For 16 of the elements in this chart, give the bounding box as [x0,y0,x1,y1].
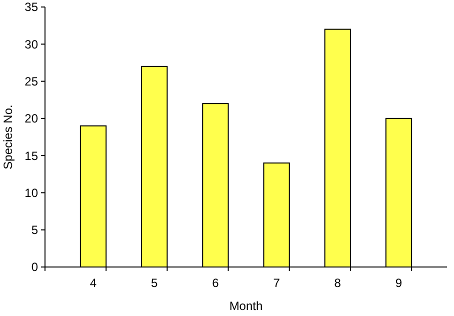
y-tick-label: 30 [24,37,38,52]
y-tick-label: 15 [24,148,38,163]
y-axis-title: Species No. [1,104,15,170]
x-tick-label: 5 [151,276,158,290]
x-axis-title: Month [229,299,263,313]
x-tick-label: 9 [395,276,402,290]
y-tick-label: 5 [31,223,38,238]
y-tick-label: 10 [24,186,38,200]
x-tick-label: 4 [90,276,97,290]
x-tick-label: 6 [212,276,220,290]
y-tick-label: 25 [24,74,38,88]
x-tick-label: 8 [334,276,342,290]
x-tick-label: 7 [273,276,280,290]
y-tick-label: 20 [24,112,38,126]
y-tick-label: 0 [31,260,38,274]
y-tick-label: 35 [24,0,38,14]
